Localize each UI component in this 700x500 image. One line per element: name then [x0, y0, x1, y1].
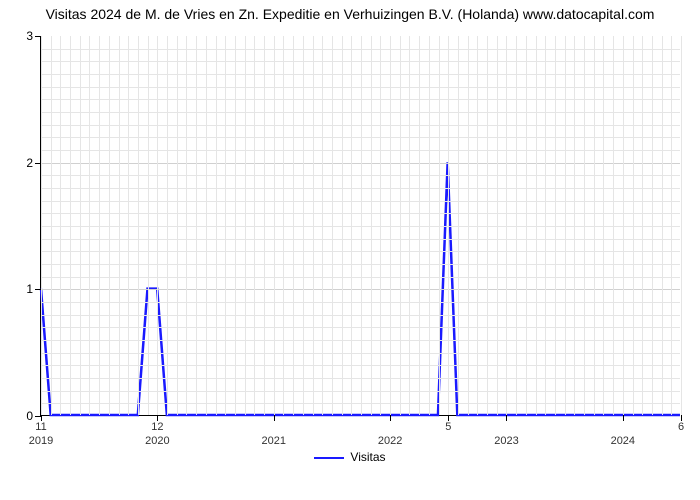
grid-line-v — [506, 36, 507, 415]
grid-line-v — [138, 36, 139, 415]
plot-area: 0123112019122020202120225202320246 — [40, 36, 680, 416]
grid-line-v — [216, 36, 217, 415]
grid-line-v — [439, 36, 440, 415]
x-tick — [274, 415, 275, 421]
grid-line-v — [565, 36, 566, 415]
grid-line-v — [613, 36, 614, 415]
grid-line-v — [458, 36, 459, 415]
x-tick — [506, 415, 507, 421]
grid-line-v — [633, 36, 634, 415]
x-axis-label-year: 2022 — [378, 435, 402, 447]
grid-line-v — [313, 36, 314, 415]
grid-line-v — [584, 36, 585, 415]
y-axis-label: 2 — [11, 156, 33, 170]
grid-line-v — [283, 36, 284, 415]
grid-line-v — [303, 36, 304, 415]
grid-line-v — [177, 36, 178, 415]
grid-line-v — [264, 36, 265, 415]
grid-line-v — [235, 36, 236, 415]
grid-line-v — [99, 36, 100, 415]
grid-line-v — [477, 36, 478, 415]
x-axis-label-year: 2019 — [29, 435, 53, 447]
grid-line-v — [526, 36, 527, 415]
grid-line-v — [51, 36, 52, 415]
y-axis-label: 1 — [11, 282, 33, 296]
grid-line-v — [487, 36, 488, 415]
x-axis-label-month: 5 — [445, 421, 451, 433]
grid-line-v — [448, 36, 449, 415]
grid-line-v — [148, 36, 149, 415]
x-tick — [623, 415, 624, 421]
grid-line-v — [594, 36, 595, 415]
grid-line-v — [371, 36, 372, 415]
grid-line-v — [468, 36, 469, 415]
x-axis-label-year: 2024 — [611, 435, 635, 447]
x-axis-label-year: 2021 — [261, 435, 285, 447]
chart-container: 0123112019122020202120225202320246 Visit… — [0, 26, 700, 466]
grid-line-v — [293, 36, 294, 415]
grid-line-v — [41, 36, 42, 415]
grid-line-v — [536, 36, 537, 415]
x-axis-label-year: 2023 — [494, 435, 518, 447]
grid-line-v — [60, 36, 61, 415]
grid-line-v — [70, 36, 71, 415]
grid-line-v — [574, 36, 575, 415]
grid-line-v — [332, 36, 333, 415]
grid-line-v — [89, 36, 90, 415]
grid-line-v — [245, 36, 246, 415]
grid-line-v — [157, 36, 158, 415]
grid-line-v — [342, 36, 343, 415]
grid-line-v — [322, 36, 323, 415]
grid-line-v — [516, 36, 517, 415]
y-axis-label: 0 — [11, 409, 33, 423]
y-axis-label: 3 — [11, 29, 33, 43]
grid-line-v — [623, 36, 624, 415]
grid-line-v — [206, 36, 207, 415]
grid-line-v — [419, 36, 420, 415]
grid-line-v — [671, 36, 672, 415]
grid-line-v — [390, 36, 391, 415]
legend-swatch — [314, 457, 344, 459]
grid-line-v — [109, 36, 110, 415]
grid-line-v — [652, 36, 653, 415]
x-axis-label-year: 2020 — [145, 435, 169, 447]
grid-line-v — [128, 36, 129, 415]
legend-label: Visitas — [350, 450, 385, 464]
grid-line-v — [380, 36, 381, 415]
grid-line-v — [603, 36, 604, 415]
grid-line-v — [681, 36, 682, 415]
grid-line-v — [186, 36, 187, 415]
grid-line-v — [555, 36, 556, 415]
grid-line-v — [119, 36, 120, 415]
grid-line-v — [497, 36, 498, 415]
grid-line-v — [225, 36, 226, 415]
grid-line-v — [662, 36, 663, 415]
grid-line-v — [254, 36, 255, 415]
grid-line-v — [80, 36, 81, 415]
grid-line-v — [196, 36, 197, 415]
grid-line-v — [361, 36, 362, 415]
grid-line-v — [400, 36, 401, 415]
grid-line-v — [429, 36, 430, 415]
x-tick — [390, 415, 391, 421]
grid-line-v — [167, 36, 168, 415]
grid-line-v — [274, 36, 275, 415]
grid-line-v — [545, 36, 546, 415]
x-axis-label-month: 6 — [678, 421, 684, 433]
grid-line-v — [351, 36, 352, 415]
grid-line-v — [642, 36, 643, 415]
x-axis-label-month: 11 — [35, 421, 46, 433]
chart-title: Visitas 2024 de M. de Vries en Zn. Exped… — [0, 0, 700, 26]
x-axis-label-month: 12 — [151, 421, 163, 433]
grid-line-v — [409, 36, 410, 415]
legend: Visitas — [0, 450, 700, 464]
